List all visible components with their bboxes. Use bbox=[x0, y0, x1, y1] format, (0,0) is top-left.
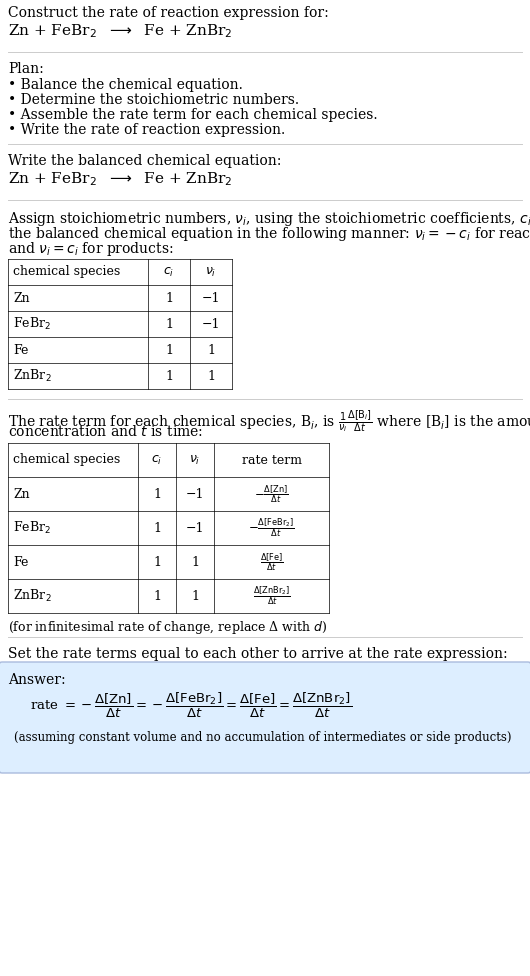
Text: $\frac{\Delta[\mathrm{ZnBr_2}]}{\Delta t}$: $\frac{\Delta[\mathrm{ZnBr_2}]}{\Delta t… bbox=[253, 585, 290, 607]
Text: Zn: Zn bbox=[13, 487, 30, 501]
Text: 1: 1 bbox=[153, 590, 161, 602]
Text: 1: 1 bbox=[191, 555, 199, 568]
Text: • Write the rate of reaction expression.: • Write the rate of reaction expression. bbox=[8, 123, 285, 137]
Text: 1: 1 bbox=[153, 521, 161, 535]
Text: chemical species: chemical species bbox=[13, 265, 120, 278]
Text: 1: 1 bbox=[165, 344, 173, 356]
Text: −1: −1 bbox=[202, 317, 220, 331]
Text: FeBr$_2$: FeBr$_2$ bbox=[13, 520, 51, 536]
Text: $\frac{\Delta[\mathrm{Fe}]}{\Delta t}$: $\frac{\Delta[\mathrm{Fe}]}{\Delta t}$ bbox=[260, 551, 284, 573]
Text: −1: −1 bbox=[186, 521, 204, 535]
Text: $c_i$: $c_i$ bbox=[152, 454, 163, 467]
Text: −1: −1 bbox=[186, 487, 204, 501]
Text: 1: 1 bbox=[207, 344, 215, 356]
Text: Plan:: Plan: bbox=[8, 62, 44, 76]
Text: 1: 1 bbox=[207, 370, 215, 383]
Text: Zn: Zn bbox=[13, 292, 30, 305]
FancyBboxPatch shape bbox=[0, 662, 530, 773]
Text: 1: 1 bbox=[191, 590, 199, 602]
Text: $-\frac{\Delta[\mathrm{Zn}]}{\Delta t}$: $-\frac{\Delta[\mathrm{Zn}]}{\Delta t}$ bbox=[254, 483, 289, 505]
Text: • Assemble the rate term for each chemical species.: • Assemble the rate term for each chemic… bbox=[8, 108, 377, 122]
Text: FeBr$_2$: FeBr$_2$ bbox=[13, 316, 51, 332]
Text: 1: 1 bbox=[165, 317, 173, 331]
Text: (for infinitesimal rate of change, replace Δ with $d$): (for infinitesimal rate of change, repla… bbox=[8, 619, 328, 636]
Text: rate term: rate term bbox=[242, 454, 302, 467]
Text: • Balance the chemical equation.: • Balance the chemical equation. bbox=[8, 78, 243, 92]
Text: 1: 1 bbox=[153, 487, 161, 501]
Text: Fe: Fe bbox=[13, 555, 29, 568]
Text: Assign stoichiometric numbers, $\nu_i$, using the stoichiometric coefficients, $: Assign stoichiometric numbers, $\nu_i$, … bbox=[8, 210, 530, 228]
Text: Zn + FeBr$_2$  $\longrightarrow$  Fe + ZnBr$_2$: Zn + FeBr$_2$ $\longrightarrow$ Fe + ZnB… bbox=[8, 170, 233, 187]
Text: ZnBr$_2$: ZnBr$_2$ bbox=[13, 368, 51, 384]
Text: The rate term for each chemical species, B$_i$, is $\frac{1}{\nu_i}\frac{\Delta[: The rate term for each chemical species,… bbox=[8, 409, 530, 435]
Text: Write the balanced chemical equation:: Write the balanced chemical equation: bbox=[8, 154, 281, 168]
Text: 1: 1 bbox=[153, 555, 161, 568]
Text: Answer:: Answer: bbox=[8, 673, 66, 687]
Text: $\nu_i$: $\nu_i$ bbox=[205, 265, 217, 278]
Text: 1: 1 bbox=[165, 292, 173, 305]
Text: 1: 1 bbox=[165, 370, 173, 383]
Text: • Determine the stoichiometric numbers.: • Determine the stoichiometric numbers. bbox=[8, 93, 299, 107]
Text: −1: −1 bbox=[202, 292, 220, 305]
Text: Zn + FeBr$_2$  $\longrightarrow$  Fe + ZnBr$_2$: Zn + FeBr$_2$ $\longrightarrow$ Fe + ZnB… bbox=[8, 22, 233, 40]
Text: $-\frac{\Delta[\mathrm{FeBr_2}]}{\Delta t}$: $-\frac{\Delta[\mathrm{FeBr_2}]}{\Delta … bbox=[248, 516, 295, 539]
Text: Fe: Fe bbox=[13, 344, 29, 356]
Text: $c_i$: $c_i$ bbox=[163, 265, 174, 278]
Text: chemical species: chemical species bbox=[13, 454, 120, 467]
Text: and $\nu_i = c_i$ for products:: and $\nu_i = c_i$ for products: bbox=[8, 240, 173, 258]
Text: Construct the rate of reaction expression for:: Construct the rate of reaction expressio… bbox=[8, 6, 329, 20]
Text: ZnBr$_2$: ZnBr$_2$ bbox=[13, 588, 51, 604]
Text: $\nu_i$: $\nu_i$ bbox=[189, 454, 201, 467]
Text: Set the rate terms equal to each other to arrive at the rate expression:: Set the rate terms equal to each other t… bbox=[8, 647, 508, 661]
Text: rate $= -\dfrac{\Delta[\mathrm{Zn}]}{\Delta t} = -\dfrac{\Delta[\mathrm{FeBr_2}]: rate $= -\dfrac{\Delta[\mathrm{Zn}]}{\De… bbox=[30, 691, 352, 720]
Text: the balanced chemical equation in the following manner: $\nu_i = -c_i$ for react: the balanced chemical equation in the fo… bbox=[8, 225, 530, 243]
Text: concentration and $t$ is time:: concentration and $t$ is time: bbox=[8, 424, 203, 439]
Text: (assuming constant volume and no accumulation of intermediates or side products): (assuming constant volume and no accumul… bbox=[14, 731, 511, 744]
